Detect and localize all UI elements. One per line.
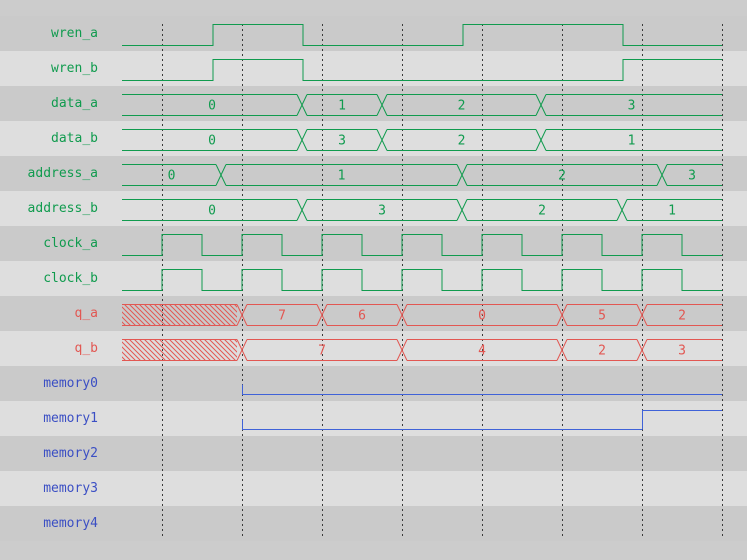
waveform-memory0[interactable] [242,384,722,395]
signal-label-address_a[interactable]: address_a [27,166,98,181]
bus-value: 7 [318,344,326,359]
bus-value: 2 [678,309,686,324]
waveform-wren_a[interactable] [122,24,722,46]
bus-value: 2 [538,204,546,219]
waveform-data_b[interactable]: 0 3 2 1 [122,129,722,151]
bus-value: 3 [338,134,346,149]
signal-label-clock_b[interactable]: clock_b [43,271,98,286]
waveform-address_b[interactable]: 0 3 2 1 [122,199,722,221]
bus-value: 1 [628,134,636,149]
waveform-clock_a[interactable] [122,234,722,256]
signal-label-memory4[interactable]: memory4 [43,516,98,531]
signal-label-q_a[interactable]: q_a [74,306,98,321]
bus-value: 0 [478,309,486,324]
signal-label-memory0[interactable]: memory0 [43,376,98,391]
bus-value: 4 [478,344,486,359]
signal-label-data_b[interactable]: data_b [51,131,98,146]
bus-value: 0 [208,99,216,114]
waveform-clock_b[interactable] [122,269,722,291]
waveform-q_b[interactable]: 7 4 2 3 [122,339,722,361]
signal-label-q_b[interactable]: q_b [74,341,98,356]
waveform-address_a[interactable]: 0 1 2 3 [122,164,722,186]
bus-value: 1 [338,169,346,184]
bus-value: 0 [168,169,176,184]
signal-label-clock_a[interactable]: clock_a [43,236,98,251]
bus-value: 3 [628,99,636,114]
bus-value: 2 [558,169,566,184]
bus-value: 3 [688,169,696,184]
row-stripe [0,436,747,471]
waveform-q_a[interactable]: 7 6 0 5 2 [122,304,722,326]
signal-label-data_a[interactable]: data_a [51,96,98,111]
row-stripe [0,506,747,541]
waveform-data_a[interactable]: 0 1 2 3 [122,94,722,116]
waveform-wren_b[interactable] [122,59,722,81]
bus-value: 0 [208,204,216,219]
bus-value: 2 [598,344,606,359]
signal-label-memory3[interactable]: memory3 [43,481,98,496]
bus-value: 3 [378,204,386,219]
bus-value: 2 [458,99,466,114]
row-stripe [0,471,747,506]
signal-label-memory1[interactable]: memory1 [43,411,98,426]
bus-value: 6 [358,309,366,324]
waveform-memory1[interactable] [242,410,722,430]
row-stripe [0,366,747,401]
bus-value: 5 [598,309,606,324]
bus-value: 0 [208,134,216,149]
signal-label-address_b[interactable]: address_b [27,201,98,216]
row-stripe [0,401,747,436]
bus-value: 2 [458,134,466,149]
signal-label-memory2[interactable]: memory2 [43,446,98,461]
bus-value: 1 [338,99,346,114]
bus-value: 3 [678,344,686,359]
bus-value: 7 [278,309,286,324]
bus-value: 1 [668,204,676,219]
signal-label-wren_b[interactable]: wren_b [51,61,98,76]
signal-label-wren_a[interactable]: wren_a [51,26,98,41]
